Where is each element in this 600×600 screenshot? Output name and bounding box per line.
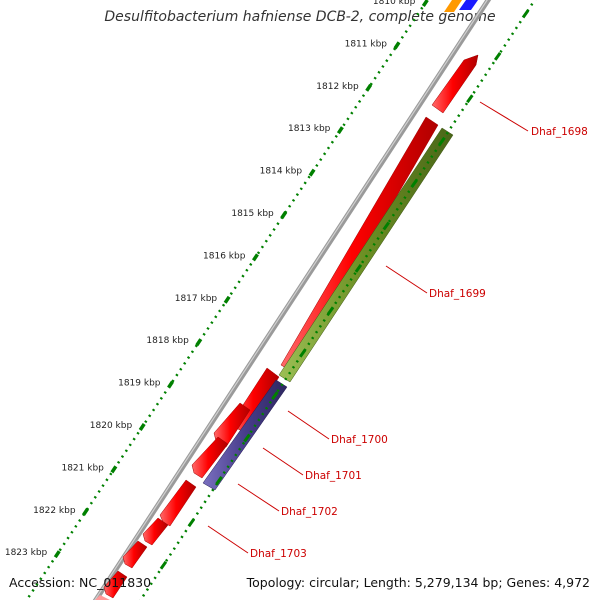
outer-ring-dash bbox=[466, 94, 474, 104]
leader-dhaf-1701 bbox=[262, 447, 304, 476]
outer-ring-dash bbox=[493, 52, 502, 61]
tick-label: 1821 kbp bbox=[61, 463, 104, 473]
tick-label: 1819 kbp bbox=[118, 379, 161, 389]
tick-label: 1811 kbp bbox=[345, 39, 388, 49]
gene-label: Dhaf_1698 bbox=[531, 126, 588, 138]
inner-tick-ring bbox=[139, 0, 537, 600]
tick-mark bbox=[251, 253, 259, 262]
leader-dhaf-1702 bbox=[237, 483, 280, 512]
outer-ring-dashes bbox=[159, 9, 530, 570]
cds-red-1822 bbox=[159, 479, 197, 527]
tick-label: 1823 kbp bbox=[5, 548, 48, 558]
tick-mark bbox=[195, 338, 203, 347]
gene-label: Dhaf_1699 bbox=[429, 288, 486, 300]
outer-ring-dash bbox=[521, 9, 530, 19]
cds-orange-partial bbox=[444, 0, 462, 12]
outer-ring-dash bbox=[215, 476, 223, 485]
tick-label: 1815 kbp bbox=[231, 209, 274, 219]
tick-mark bbox=[365, 83, 373, 92]
leader-dhaf-1703 bbox=[207, 525, 249, 554]
tick-mark bbox=[167, 380, 174, 389]
gene-label: Dhaf_1703 bbox=[250, 548, 307, 560]
tick-mark bbox=[82, 507, 90, 516]
tick-label: 1812 kbp bbox=[316, 82, 359, 92]
tick-label: 1816 kbp bbox=[203, 251, 246, 261]
leader-dhaf-1699 bbox=[385, 265, 428, 294]
tick-mark bbox=[393, 41, 401, 50]
tick-mark bbox=[53, 550, 61, 559]
tick-mark bbox=[421, 0, 429, 7]
tick-mark bbox=[138, 423, 146, 431]
leader-dhaf-1700 bbox=[287, 410, 330, 440]
topology-summary: Topology: circular; Length: 5,279,134 bp… bbox=[246, 575, 590, 590]
outer-ring-dash bbox=[438, 136, 446, 146]
tick-label: 1817 kbp bbox=[175, 294, 218, 304]
tick-mark bbox=[110, 465, 118, 474]
outer-ring-dash bbox=[271, 391, 279, 400]
genome-backbone bbox=[92, 0, 492, 600]
outer-ring-dash bbox=[298, 348, 307, 358]
tick-mark bbox=[308, 168, 316, 177]
tick-marks bbox=[53, 0, 429, 559]
tick-label: 1818 kbp bbox=[146, 336, 189, 346]
tick-mark bbox=[336, 126, 344, 135]
label-leader-lines bbox=[207, 101, 529, 554]
gene-label: Dhaf_1700 bbox=[331, 434, 388, 446]
tick-label: 1814 kbp bbox=[260, 167, 303, 177]
map-title: Desulfitobacterium hafniense DCB-2, comp… bbox=[104, 9, 496, 25]
leader-dhaf-1698 bbox=[479, 101, 529, 132]
cds-blue-partial bbox=[459, 0, 478, 10]
tick-labels: 1810 kbp 1811 kbp 1812 kbp 1813 kbp 1814 kbp… bbox=[5, 0, 416, 558]
tick-mark bbox=[223, 295, 231, 304]
gene-label: Dhaf_1702 bbox=[281, 506, 338, 518]
cds-dhaf-1698 bbox=[431, 54, 479, 114]
outer-ring-dash bbox=[159, 560, 168, 570]
tick-label: 1810 kbp bbox=[373, 0, 416, 7]
cds-red-1822b bbox=[142, 517, 169, 546]
gene-label: Dhaf_1701 bbox=[305, 470, 362, 482]
tick-label: 1813 kbp bbox=[288, 124, 331, 134]
outer-ring-dash bbox=[243, 433, 251, 443]
accession-text: Accession: NC_011830 bbox=[9, 575, 152, 590]
cds-red-1813 bbox=[280, 116, 439, 374]
outer-ring-dash bbox=[410, 179, 418, 188]
cds-red-1823 bbox=[122, 540, 148, 569]
cds-red-1823b bbox=[103, 570, 128, 599]
cds-pink-partial bbox=[95, 595, 110, 600]
cds-red-1821 bbox=[191, 436, 229, 479]
tick-label: 1822 kbp bbox=[33, 506, 76, 516]
tick-label: 1820 kbp bbox=[90, 421, 133, 431]
outer-ring-dash bbox=[354, 264, 363, 273]
genome-backbone-highlight bbox=[94, 0, 488, 600]
outer-ring-dash bbox=[382, 221, 390, 231]
tick-mark bbox=[280, 211, 288, 219]
gene-labels: Dhaf_1698 Dhaf_1699 Dhaf_1700 Dhaf_1701 Dhaf… bbox=[250, 126, 588, 560]
outer-ring-dash bbox=[326, 306, 335, 316]
outer-ring-dash bbox=[187, 518, 196, 528]
